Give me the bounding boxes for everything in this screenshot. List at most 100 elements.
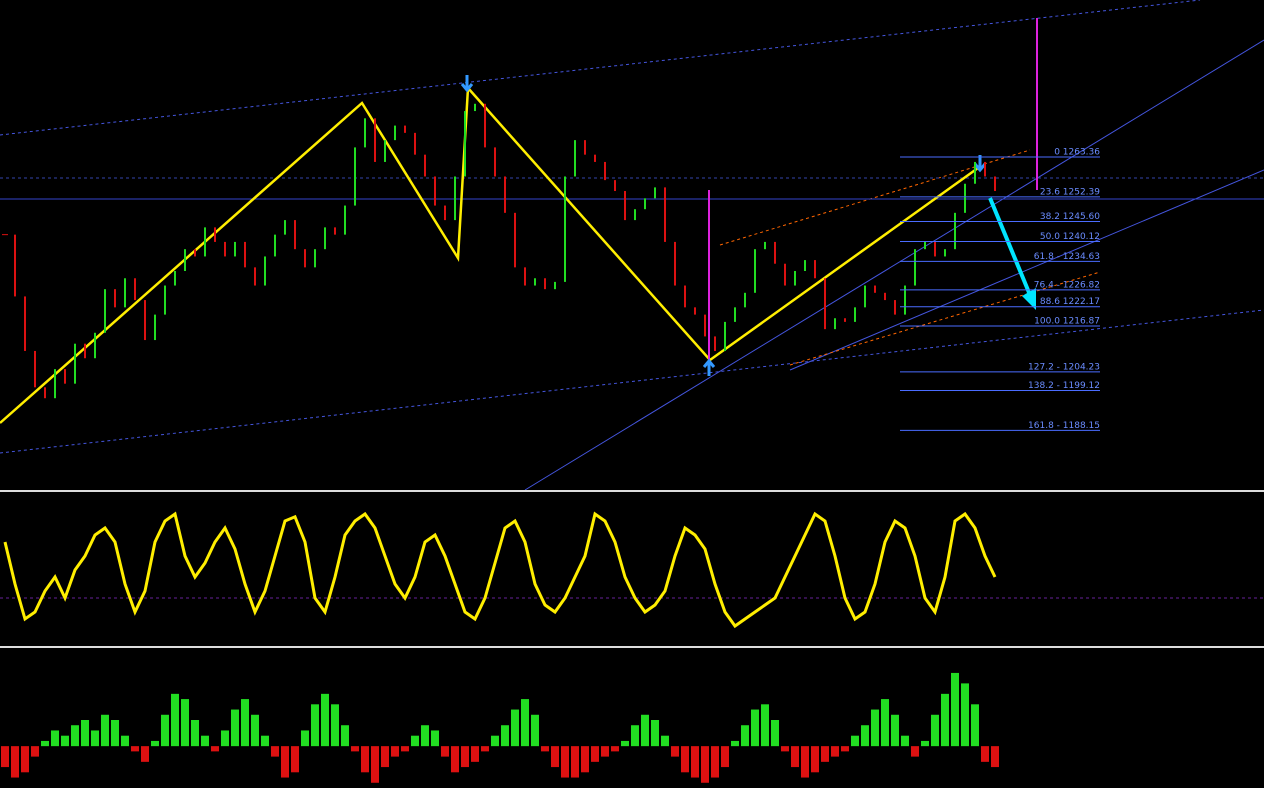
histogram-bar	[311, 704, 319, 747]
candle	[704, 314, 706, 337]
histogram-bar	[191, 720, 199, 747]
histogram-bar	[281, 746, 289, 778]
candle	[814, 260, 816, 279]
candle	[214, 227, 216, 242]
histogram-bar	[691, 746, 699, 778]
histogram-bar	[891, 714, 899, 747]
candle	[884, 292, 886, 301]
histogram-bar	[681, 746, 689, 773]
histogram-bar	[871, 709, 879, 747]
candle	[754, 249, 756, 293]
histogram-bar	[901, 735, 909, 747]
candle	[524, 267, 526, 286]
histogram-bar	[171, 693, 179, 747]
candle	[14, 234, 16, 297]
candle	[764, 241, 766, 250]
zigzag	[0, 84, 979, 424]
fractal-arrow	[702, 358, 716, 376]
trend-line	[524, 39, 1264, 491]
histogram-bar	[471, 746, 479, 762]
candle	[494, 147, 496, 177]
candle	[974, 161, 976, 184]
candle	[324, 227, 326, 250]
histogram-bar	[181, 699, 189, 747]
histogram-bar	[31, 746, 39, 757]
candle	[834, 318, 836, 330]
fib-label: 23.6 1252.39	[1040, 187, 1100, 197]
histogram-bar	[521, 699, 529, 747]
candle	[774, 241, 776, 264]
histogram-bar	[931, 714, 939, 747]
candle	[244, 241, 246, 268]
candle	[54, 369, 56, 399]
candle	[24, 296, 26, 351]
candle	[844, 318, 846, 322]
candle	[644, 198, 646, 210]
histogram-bar	[531, 714, 539, 747]
histogram-bar	[51, 730, 59, 747]
histogram-bar	[881, 699, 889, 747]
candle	[264, 256, 266, 286]
histogram-bar	[571, 746, 579, 778]
histogram-bar	[801, 746, 809, 778]
histogram-bar	[781, 746, 789, 752]
histogram-bar	[261, 735, 269, 747]
candle	[44, 387, 46, 399]
histogram-bar	[11, 746, 19, 778]
candle	[874, 285, 876, 293]
candle	[854, 307, 856, 322]
histogram-bar	[701, 746, 709, 783]
candle	[34, 350, 36, 388]
histogram-bar	[981, 746, 989, 762]
histogram-bar	[841, 746, 849, 752]
histogram-bar	[941, 693, 949, 747]
histogram-bar	[991, 746, 999, 768]
fractal-arrow	[460, 75, 474, 93]
fib-label: 50.0 1240.12	[1040, 232, 1100, 242]
histogram-bar	[511, 709, 519, 747]
candle	[724, 321, 726, 351]
histogram-bar	[221, 730, 229, 747]
histogram-bar	[321, 693, 329, 747]
histogram-bar	[461, 746, 469, 768]
candle	[404, 125, 406, 133]
candle	[904, 285, 906, 315]
histogram-bar	[111, 720, 119, 747]
candle	[204, 227, 206, 257]
histogram-bar	[611, 746, 619, 752]
fib-label: 127.2 - 1204.23	[1028, 362, 1100, 372]
histogram-bar	[331, 704, 339, 747]
fib-label: 76.4 - 1226.82	[1034, 280, 1100, 290]
candle	[94, 332, 96, 359]
histogram-bar	[851, 735, 859, 747]
candle	[394, 125, 396, 141]
candle	[694, 307, 696, 315]
candle	[584, 140, 586, 155]
candle	[134, 278, 136, 301]
histogram-bar	[301, 730, 309, 747]
histogram-bar	[481, 746, 489, 752]
candle	[624, 191, 626, 221]
candle	[574, 140, 576, 177]
candle	[554, 281, 556, 290]
candle	[544, 278, 546, 290]
histogram-bar	[91, 730, 99, 747]
candle	[664, 187, 666, 242]
histogram-bar	[731, 740, 739, 747]
histogram-bar	[211, 746, 219, 752]
channel-line	[0, 0, 1201, 136]
histogram-bar	[911, 746, 919, 757]
candle	[104, 289, 106, 333]
fib-label: 38.2 1245.60	[1040, 212, 1100, 222]
histogram-bar	[141, 746, 149, 762]
histogram-bar	[421, 725, 429, 747]
histogram-bar	[231, 709, 239, 747]
candle	[144, 300, 146, 341]
histogram-bar	[541, 746, 549, 752]
histogram-bar	[751, 709, 759, 747]
candle	[344, 205, 346, 235]
candle	[734, 307, 736, 322]
histogram-bar	[411, 735, 419, 747]
